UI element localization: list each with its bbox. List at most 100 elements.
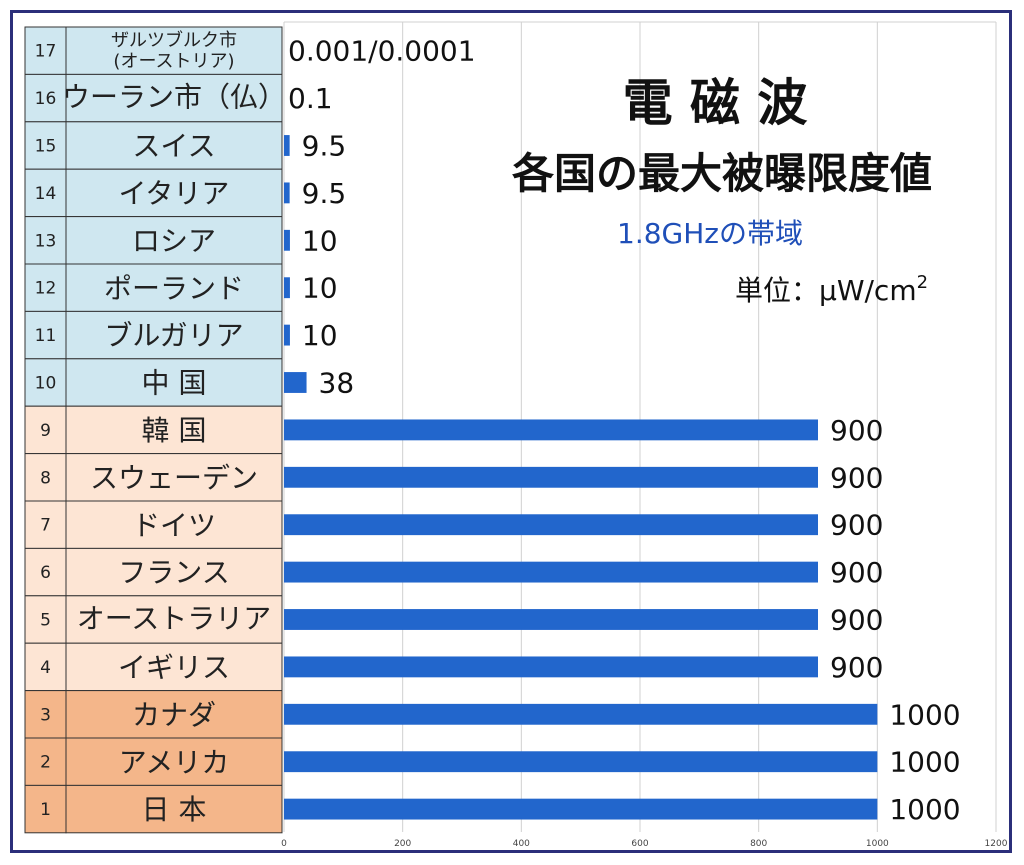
value-label: 900 — [830, 604, 883, 637]
country-label: アメリカ — [119, 746, 230, 779]
country-cell — [65, 784, 283, 834]
country-label: イギリス — [118, 651, 230, 684]
value-label: 9.5 — [302, 177, 347, 210]
bar — [284, 514, 818, 536]
bar — [284, 182, 290, 204]
country-label: ウーラン市（仏） — [62, 81, 286, 114]
country-cell — [65, 595, 283, 644]
bar — [284, 466, 818, 488]
country-cell — [65, 405, 283, 455]
x-axis-ticks: 0 200 400 600 800 1000 1200 — [281, 839, 1008, 849]
country-cell — [65, 642, 283, 692]
bar — [284, 656, 818, 678]
value-label: 1000 — [889, 698, 960, 731]
country-cell — [65, 547, 283, 597]
country-label-line2: (オーストリア) — [113, 51, 234, 72]
rank-label: 7 — [40, 516, 51, 536]
bar — [284, 229, 290, 251]
frequency-band-label: 1.8GHzの帯域 — [617, 217, 803, 250]
value-label: 1000 — [889, 793, 960, 826]
x-tick-label: 600 — [631, 839, 648, 849]
rank-label: 3 — [40, 705, 51, 725]
rank-cell — [24, 168, 67, 218]
rank-label: 11 — [35, 326, 57, 346]
country-label: スウェーデン — [90, 461, 258, 494]
x-tick-label: 800 — [750, 839, 767, 849]
value-label: 0.001/0.0001 — [288, 35, 476, 68]
value-label: 9.5 — [302, 130, 347, 163]
x-tick-label: 0 — [281, 839, 287, 849]
rank-cell — [24, 121, 67, 170]
rank-label: 13 — [35, 231, 57, 251]
bars: 0.001/0.0001 0.1 9.5 9.5 10 10 10 38 900 900 900 90… — [284, 35, 961, 826]
country-cell — [65, 26, 283, 75]
country-label: ブルガリア — [104, 319, 243, 352]
value-label: 10 — [302, 319, 338, 352]
rank-label: 6 — [40, 563, 51, 583]
unit-superscript: 2 — [917, 272, 928, 293]
rank-cell — [24, 310, 67, 360]
country-cell — [65, 121, 283, 170]
rank-cell — [24, 595, 67, 644]
country-label: ポーランド — [104, 272, 244, 305]
x-tick-label: 1200 — [985, 839, 1008, 849]
value-label: 900 — [830, 509, 883, 542]
chart-subtitle: 各国の最大被曝限度値 — [512, 149, 932, 198]
rank-label: 9 — [40, 421, 51, 441]
rank-label: 16 — [35, 89, 57, 109]
country-label: 中 国 — [142, 367, 207, 400]
country-label: ザルツブルク市 — [111, 29, 237, 51]
value-label: 0.1 — [288, 82, 333, 115]
rank-cell — [24, 737, 67, 786]
bar — [284, 609, 818, 630]
unit-text: 単位：μW/cm — [735, 274, 917, 307]
country-cell — [65, 453, 283, 502]
country-label: 日 本 — [142, 793, 207, 826]
bar — [284, 751, 878, 773]
unit-label: 単位：μW/cm2 — [735, 272, 928, 307]
bar — [284, 277, 290, 299]
x-tick-label: 400 — [513, 839, 530, 849]
country-cell — [65, 358, 283, 407]
country-cell — [65, 73, 283, 123]
country-cell — [65, 737, 283, 786]
chart-title: 電 磁 波 — [623, 74, 808, 132]
bar — [284, 419, 818, 441]
value-label: 900 — [830, 651, 883, 684]
x-tick-label: 1000 — [866, 839, 889, 849]
country-label: ドイツ — [132, 509, 216, 542]
value-label: 900 — [830, 556, 883, 589]
bar — [284, 324, 290, 346]
rank-label: 1 — [40, 800, 51, 820]
rank-label: 8 — [40, 468, 51, 488]
country-label: オーストラリア — [77, 602, 272, 635]
country-cell — [65, 310, 283, 360]
country-label: イタリア — [119, 177, 230, 210]
rank-label: 15 — [35, 137, 57, 157]
bar — [284, 372, 307, 393]
value-label: 10 — [302, 224, 338, 257]
bar — [284, 135, 290, 156]
rank-label: 2 — [40, 753, 51, 773]
bar — [284, 561, 818, 583]
value-label: 900 — [830, 414, 883, 447]
country-label: フランス — [118, 556, 229, 589]
rank-label: 17 — [35, 42, 57, 62]
rank-label: 14 — [35, 184, 57, 204]
x-tick-label: 200 — [394, 839, 411, 849]
country-label: スイス — [132, 130, 215, 163]
value-label: 38 — [319, 367, 355, 400]
country-cell — [65, 216, 283, 265]
bar — [284, 798, 878, 820]
rank-label: 10 — [35, 374, 57, 394]
country-label: 韓 国 — [142, 414, 207, 447]
country-label: カナダ — [132, 698, 216, 731]
value-label: 10 — [302, 272, 338, 305]
rank-cell — [24, 453, 67, 502]
rank-cell — [24, 405, 67, 455]
value-label: 1000 — [889, 746, 960, 779]
rank-label: 12 — [35, 279, 57, 299]
value-label: 900 — [830, 461, 883, 494]
